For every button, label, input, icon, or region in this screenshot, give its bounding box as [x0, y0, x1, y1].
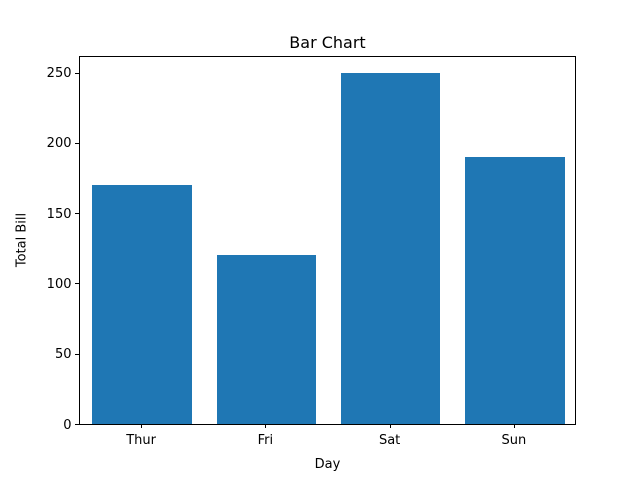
x-tick-label: Sat: [378, 433, 401, 448]
x-axis-label: Day: [314, 457, 341, 472]
y-tick-mark: [75, 283, 79, 285]
y-tick-label: 50: [54, 347, 72, 363]
y-tick-mark: [75, 353, 79, 355]
x-tick-label: Fri: [257, 433, 274, 448]
y-tick-mark: [75, 142, 79, 144]
bar-sat: [340, 72, 441, 424]
y-tick-mark: [75, 72, 79, 74]
x-tick-mark: [389, 424, 391, 428]
y-axis-label: Total Bill: [14, 212, 30, 268]
chart-title: Bar Chart: [289, 33, 366, 52]
x-tick-mark: [513, 424, 515, 428]
y-tick-label: 200: [46, 136, 72, 152]
x-tick-mark: [265, 424, 267, 428]
bar-sun: [465, 156, 565, 424]
y-tick-label: 100: [46, 276, 72, 292]
bar-thur: [92, 185, 192, 424]
y-tick-label: 250: [46, 66, 72, 82]
bar-fri: [216, 255, 317, 424]
plot-area: [79, 56, 576, 425]
y-tick-mark: [75, 424, 79, 425]
y-tick-mark: [75, 213, 79, 215]
y-tick-label: 150: [46, 206, 72, 222]
x-tick-label: Sun: [501, 433, 527, 448]
x-tick-label: Thur: [126, 433, 156, 448]
y-tick-label: 0: [63, 417, 72, 433]
x-tick-mark: [141, 424, 143, 428]
